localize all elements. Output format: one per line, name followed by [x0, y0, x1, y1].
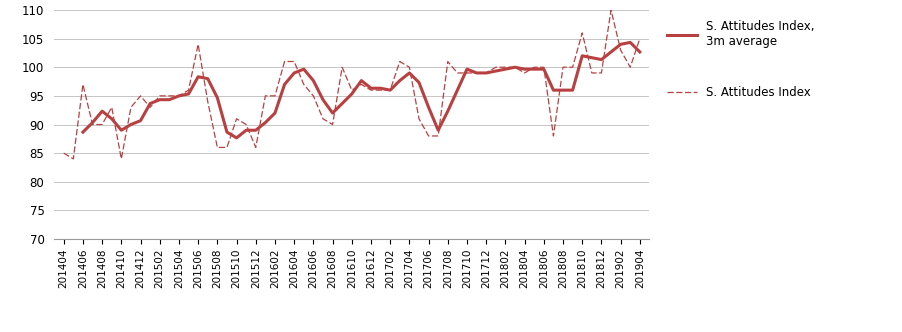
Line: S. Attitudes Index,
3m average: S. Attitudes Index, 3m average: [83, 42, 640, 138]
S. Attitudes Index: [183, 88, 194, 92]
S. Attitudes Index: [605, 8, 616, 12]
Legend: S. Attitudes Index,
3m average, S. Attitudes Index: S. Attitudes Index, 3m average, S. Attit…: [667, 21, 815, 99]
S. Attitudes Index: [202, 100, 213, 104]
S. Attitudes Index: [567, 65, 578, 69]
S. Attitudes Index: [634, 37, 645, 41]
S. Attitudes Index,
3m average: [365, 86, 376, 90]
S. Attitudes Index: [414, 117, 425, 121]
S. Attitudes Index,
3m average: [557, 88, 568, 92]
S. Attitudes Index: [375, 88, 386, 92]
S. Attitudes Index,
3m average: [260, 121, 271, 124]
S. Attitudes Index,
3m average: [404, 71, 415, 75]
S. Attitudes Index,
3m average: [173, 94, 184, 98]
S. Attitudes Index,
3m average: [193, 75, 204, 79]
Line: S. Attitudes Index: S. Attitudes Index: [64, 10, 640, 159]
S. Attitudes Index: [68, 157, 78, 161]
S. Attitudes Index: [59, 151, 69, 155]
S. Attitudes Index: [270, 94, 281, 98]
S. Attitudes Index,
3m average: [634, 50, 645, 54]
